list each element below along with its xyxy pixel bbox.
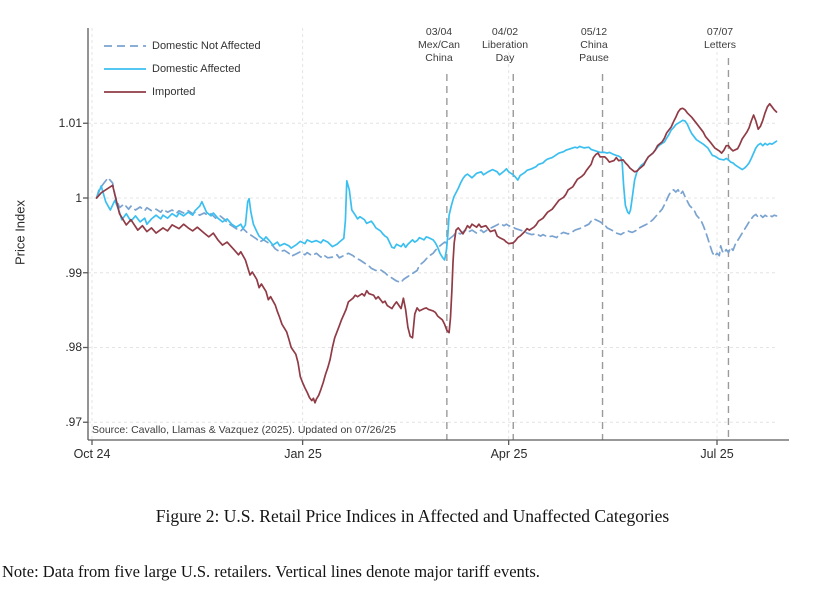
y-tick-label: 1 — [75, 191, 82, 205]
source-note: Source: Cavallo, Llamas & Vazquez (2025)… — [92, 424, 396, 436]
chart-canvas — [83, 28, 789, 445]
y-tick-label: .98 — [65, 340, 82, 354]
figure-caption: Figure 2: U.S. Retail Price Indices in A… — [155, 506, 670, 526]
y-axis-title: Price Index — [12, 199, 28, 266]
x-tick-label: Oct 24 — [73, 447, 111, 461]
x-tick-label: Jul 25 — [700, 447, 734, 461]
legend-label-domestic-not-affected: Domestic Not Affected — [152, 40, 261, 52]
event-annotation-mex-can-china: 03/04 Mex/Can China — [417, 26, 460, 64]
price-chart: Price Index 1.01 1 .99 .98 .97 Oct 24 Ja… — [12, 26, 789, 461]
x-tick-label: Jan 25 — [284, 447, 322, 461]
x-tick-label: Apr 25 — [490, 447, 528, 461]
legend-label-domestic-affected: Domestic Affected — [152, 63, 241, 75]
event-annotation-china-pause: 05/12 China Pause — [579, 26, 609, 64]
event-annotation-liberation-day: 04/02 Liberation Day — [481, 26, 529, 64]
event-annotation-letters: 07/07 Letters — [703, 26, 737, 51]
legend-label-imported: Imported — [152, 86, 196, 98]
y-tick-label: .97 — [65, 415, 82, 429]
y-tick-label: .99 — [65, 266, 82, 280]
figure-note: Note: Data from five large U.S. retailer… — [2, 562, 540, 581]
y-tick-label: 1.01 — [58, 116, 82, 130]
